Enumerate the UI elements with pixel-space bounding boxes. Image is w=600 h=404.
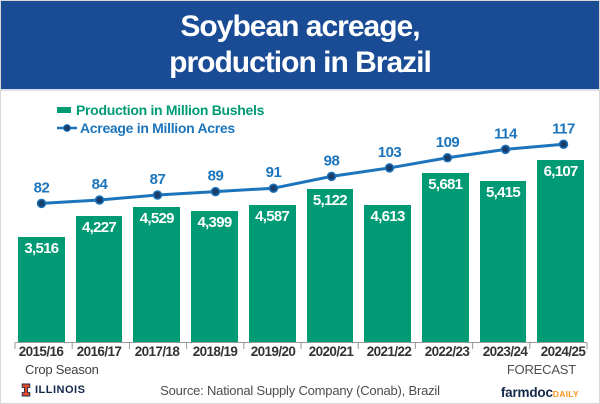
production-bar: 4,399 [191,211,238,342]
farmdoc-wordmark: farmdoc [500,385,553,400]
source-text: Source: National Supply Company (Conab),… [160,383,440,398]
x-axis-label: 2015/16 [18,344,64,359]
x-axis-label: 2023/24 [482,344,528,359]
footer: ILLINOIS Source: National Supply Company… [21,382,579,400]
production-bar: 3,516 [18,237,65,342]
legend-production-label: Production in Million Bushels [76,102,265,118]
x-axis-label: 2018/19 [192,344,238,359]
production-bar-value: 5,415 [485,184,521,201]
production-bar-value: 5,681 [428,176,463,193]
production-bar: 4,587 [248,205,296,342]
production-bar: 4,529 [133,207,181,342]
x-axis-label: 2016/17 [76,344,122,359]
legend-bar-swatch-icon [57,107,71,113]
x-axis-label: 2019/20 [250,344,296,359]
block-i-icon [21,383,31,397]
x-axis-labels: 2015/16 2016/17 2017/18 2018/19 2019/20 2020/… [12,344,592,359]
forecast-label: FORECAST [506,362,576,377]
production-bar: 5,122 [306,189,354,342]
production-bar: 5,415 [479,181,527,342]
legend-row-production: Production in Million Bushels [57,101,264,119]
illinois-wordmark: ILLINOIS [35,384,86,396]
chart-header: Soybean acreage, production in Brazil [1,1,599,91]
x-axis-label: 2022/23 [424,344,470,359]
production-bars-group: 3,516 4,227 4,529 4,399 4,587 5,122 4,613 5,681… [18,91,585,342]
chart-title-line-1: Soybean acreage, [180,10,420,43]
production-bar-value: 3,516 [24,240,59,257]
production-bar: 4,613 [364,205,411,342]
legend-acreage-label: Acreage in Million Acres [80,120,235,136]
production-bar-value: 4,529 [139,210,175,227]
farmdoc-daily-logo: farmdocDAILY [501,384,579,402]
production-bar-value: 6,107 [543,163,579,180]
production-bar: 5,681 [421,173,469,342]
production-bar-value: 4,613 [370,208,406,225]
production-bar-value: 4,227 [82,219,117,236]
chart-area: Production in Million Bushels Acreage in… [1,91,599,403]
legend-line-swatch-icon [57,124,77,132]
production-bar: 4,227 [75,216,123,342]
legend-row-acreage: Acreage in Million Acres [57,119,264,137]
x-axis-label: 2020/21 [308,344,354,359]
illinois-logo: ILLINOIS [21,383,85,397]
x-axis-label: 2024/25 [540,344,586,359]
legend: Production in Million Bushels Acreage in… [57,101,264,137]
chart-title-line-2: production in Brazil [169,46,432,79]
production-bar: 6,107 [537,160,585,342]
production-bar-value: 5,122 [312,192,348,209]
daily-wordmark: DAILY [552,389,579,399]
x-axis-label: 2017/18 [134,344,180,359]
production-bar-value: 4,587 [255,208,290,225]
x-axis-title: Crop Season [25,362,99,377]
production-bar-value: 4,399 [197,214,232,231]
x-axis-label: 2021/22 [366,344,412,359]
